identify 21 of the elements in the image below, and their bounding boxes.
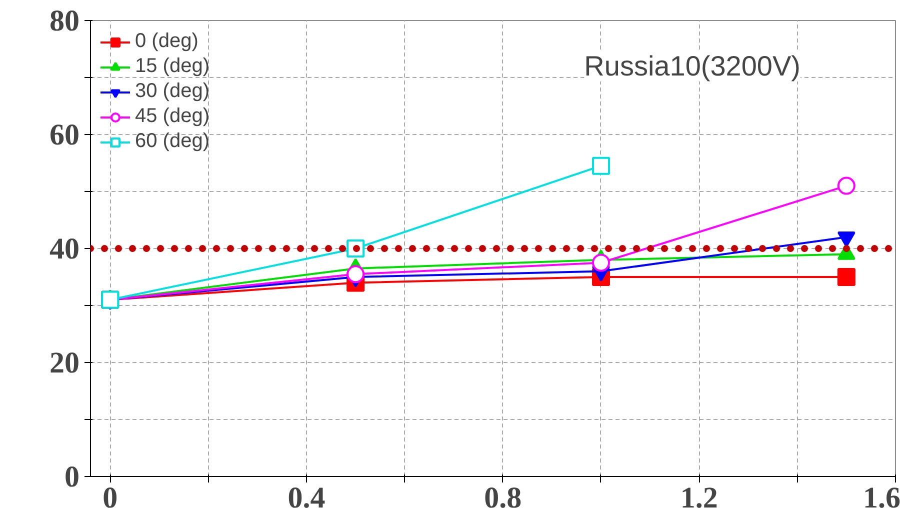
legend-label: 60 (deg)	[135, 130, 210, 153]
point	[346, 265, 365, 284]
y-tick-label: 0	[64, 460, 80, 494]
x-tick-label: 0	[102, 482, 118, 514]
point	[837, 176, 856, 195]
y-tick-label: 60	[50, 118, 80, 152]
y-tick-label: 80	[50, 4, 80, 38]
y-tick-label: 40	[50, 232, 80, 266]
x-tick-label: 1.2	[680, 482, 718, 514]
x-tick-label: 0.8	[484, 482, 522, 514]
legend-label: 45 (deg)	[135, 105, 210, 128]
x-tick-label: 1.6	[863, 482, 900, 514]
point	[837, 268, 856, 286]
legend-label: 0 (deg)	[135, 30, 198, 53]
x-tick-label: 0.4	[288, 482, 326, 514]
y-tick-label: 20	[50, 346, 80, 380]
annotation: Russia10(3200V)	[584, 50, 800, 82]
legend-label: 15 (deg)	[135, 55, 210, 78]
point	[592, 156, 610, 175]
point	[592, 254, 610, 272]
legend-label: 30 (deg)	[135, 80, 210, 103]
